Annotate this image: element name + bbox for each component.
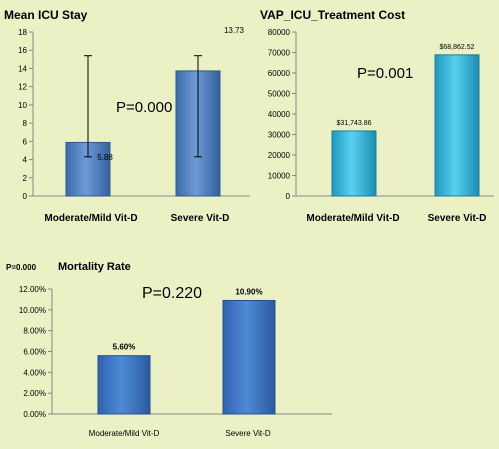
chart2-p-value: P=0.001 bbox=[357, 65, 413, 82]
y-tick-label: 4.00% bbox=[23, 368, 46, 377]
chart3-title: Mortality Rate bbox=[58, 261, 131, 273]
chart3-category-label-1: Severe Vit-D bbox=[225, 429, 270, 438]
chart3-side-note: P=0.000 bbox=[6, 263, 37, 272]
y-tick-label: 0 bbox=[286, 192, 291, 201]
y-tick-label: 16 bbox=[18, 46, 27, 55]
y-tick-label: 60000 bbox=[268, 69, 291, 78]
y-tick-label: 0 bbox=[23, 192, 28, 201]
bar-severe-vit-d bbox=[222, 299, 276, 415]
chart1-p-value: P=0.000 bbox=[116, 99, 172, 116]
chart2-bars: $31,743.86 $68,862.52 bbox=[331, 44, 480, 197]
bar-severe-vit-d bbox=[434, 54, 480, 197]
y-tick-label: 0.00% bbox=[23, 410, 46, 419]
y-tick-label: 12.00% bbox=[19, 285, 46, 294]
y-tick-label: 2 bbox=[23, 174, 28, 183]
data-label: 5.88 bbox=[97, 153, 113, 162]
chart2-category-label-0: Moderate/Mild Vit-D bbox=[306, 213, 399, 224]
chart1-category-label-0: Moderate/Mild Vit-D bbox=[44, 213, 137, 224]
bar-moderate-mild-vit-d bbox=[331, 130, 377, 197]
y-tick-label: 14 bbox=[18, 64, 27, 73]
data-label: 5.60% bbox=[113, 343, 136, 352]
y-tick-label: 80000 bbox=[268, 28, 291, 37]
chart1-y-ticks: 0 2 4 6 8 10 12 14 16 18 bbox=[18, 28, 33, 201]
chart3-y-ticks: 0.00% 2.00% 4.00% 6.00% 8.00% 10.00% 12.00% bbox=[19, 285, 52, 419]
chart1-title: Mean ICU Stay bbox=[4, 8, 88, 22]
y-tick-label: 6.00% bbox=[23, 348, 46, 357]
y-tick-label: 8 bbox=[23, 119, 28, 128]
chart2-y-ticks: 0 10000 20000 30000 40000 50000 60000 70000 8000… bbox=[268, 28, 296, 201]
chart3-category-label-0: Moderate/Mild Vit-D bbox=[89, 429, 160, 438]
y-tick-label: 10.00% bbox=[19, 306, 46, 315]
y-tick-label: 12 bbox=[18, 83, 27, 92]
y-tick-label: 4 bbox=[23, 156, 28, 165]
y-tick-label: 50000 bbox=[268, 90, 291, 99]
y-tick-label: 2.00% bbox=[23, 389, 46, 398]
data-label: 10.90% bbox=[235, 287, 262, 296]
chart1-bars: 5.88 13.73 bbox=[65, 26, 245, 197]
y-tick-label: 40000 bbox=[268, 110, 291, 119]
chart1-category-label-1: Severe Vit-D bbox=[171, 213, 230, 224]
y-tick-label: 30000 bbox=[268, 131, 291, 140]
data-label: $68,862.52 bbox=[439, 44, 474, 51]
chart-mortality-rate: P=0.000 Mortality Rate 0.00% 2.00% 4.00% 6.… bbox=[6, 261, 332, 438]
y-tick-label: 6 bbox=[23, 137, 28, 146]
y-tick-label: 18 bbox=[18, 28, 27, 37]
chart-vap-icu-treatment-cost: VAP_ICU_Treatment Cost 0 10000 20000 30000 4… bbox=[260, 8, 494, 224]
y-tick-label: 70000 bbox=[268, 49, 291, 58]
chart3-p-value: P=0.220 bbox=[142, 285, 202, 302]
y-tick-label: 10 bbox=[18, 101, 27, 110]
error-bar bbox=[84, 55, 92, 158]
error-bar bbox=[194, 55, 202, 158]
y-tick-label: 20000 bbox=[268, 151, 291, 160]
bar-moderate-mild-vit-d bbox=[97, 355, 151, 415]
chart2-category-label-1: Severe Vit-D bbox=[428, 213, 487, 224]
data-label: $31,743.86 bbox=[336, 120, 371, 127]
data-label: 13.73 bbox=[224, 26, 245, 35]
chart2-title: VAP_ICU_Treatment Cost bbox=[260, 8, 405, 22]
y-tick-label: 10000 bbox=[268, 172, 291, 181]
chart3-bars: 5.60% 10.90% bbox=[97, 287, 276, 415]
y-tick-label: 8.00% bbox=[23, 327, 46, 336]
